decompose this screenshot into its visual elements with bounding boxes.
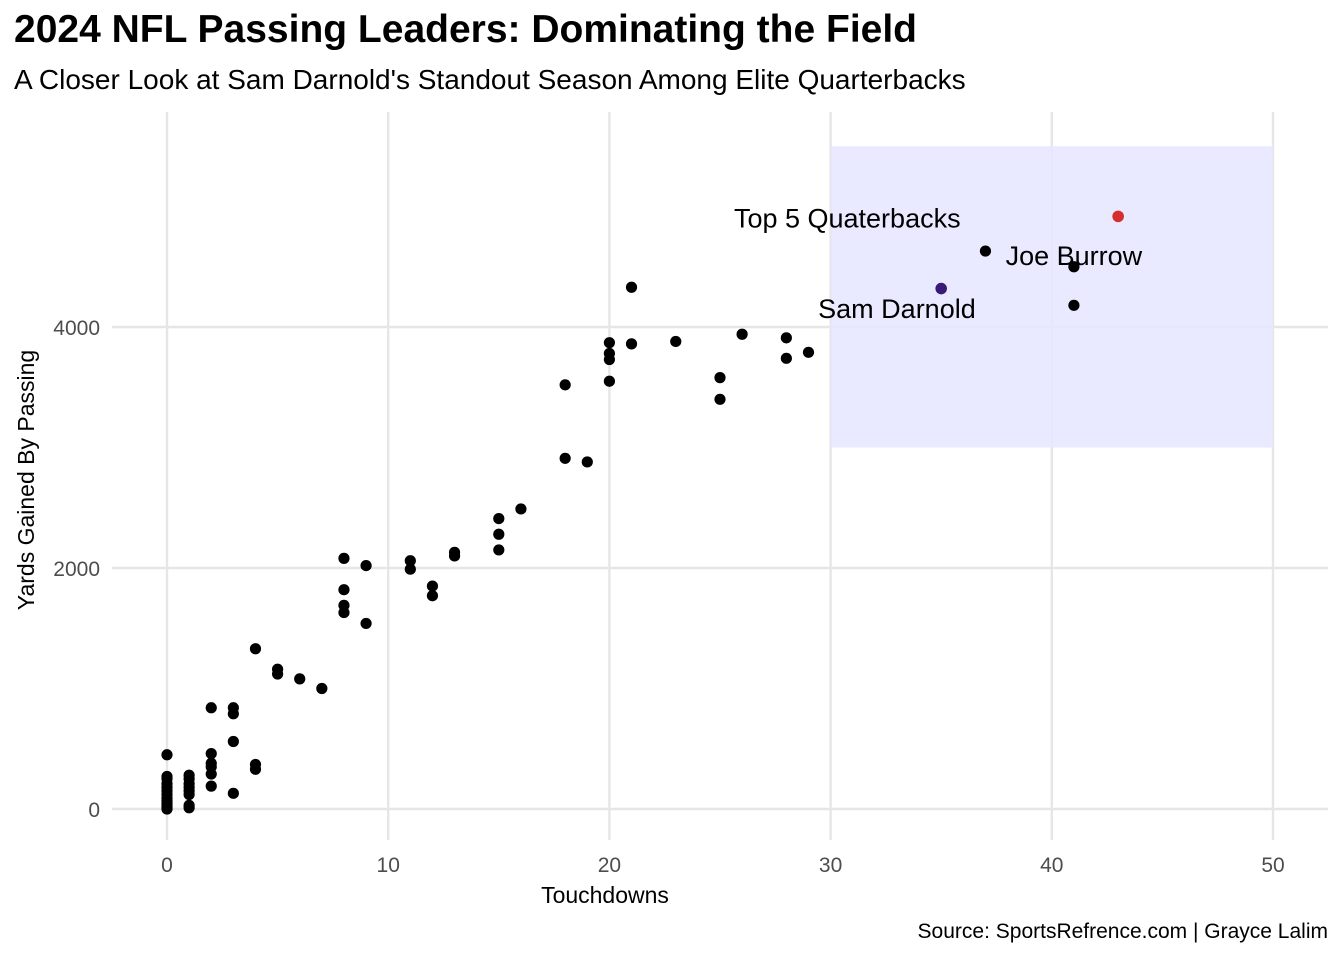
data-point — [294, 673, 306, 685]
data-point — [205, 702, 217, 714]
region-label: Top 5 Quaterbacks — [734, 204, 961, 234]
data-point — [1068, 261, 1080, 273]
data-point — [227, 702, 239, 714]
data-point — [603, 347, 616, 360]
data-point — [714, 393, 726, 405]
data-point — [426, 580, 439, 592]
data-point — [493, 528, 505, 540]
y-tick-label: 0 — [88, 799, 100, 822]
data-point — [404, 563, 416, 575]
data-point — [625, 338, 638, 350]
data-point — [227, 735, 239, 748]
chart-caption: Source: SportsRefrence.com | Grayce Lali… — [917, 920, 1328, 943]
x-tick-label: 20 — [598, 854, 621, 877]
data-point — [272, 663, 284, 675]
data-point — [1068, 299, 1080, 311]
x-tick-label: 30 — [819, 854, 842, 877]
data-point — [603, 375, 616, 387]
data-point — [670, 335, 682, 348]
data-point — [979, 245, 992, 257]
data-point — [227, 787, 239, 799]
data-point — [360, 559, 372, 572]
data-point — [581, 456, 593, 468]
data-point — [515, 503, 527, 515]
chart-subtitle: A Closer Look at Sam Darnold's Standout … — [14, 64, 966, 95]
y-tick-label: 4000 — [53, 317, 100, 340]
data-point — [205, 747, 217, 760]
data-point — [249, 643, 262, 655]
data-point — [603, 337, 616, 349]
data-point — [404, 555, 416, 567]
x-tick-label: 10 — [377, 854, 400, 877]
annotations: Top 5 Quaterbacks Sam Darnold Joe Burrow — [734, 204, 1143, 324]
x-tick-label: 50 — [1261, 854, 1284, 877]
data-point — [802, 346, 815, 358]
data-point — [205, 780, 217, 792]
chart-title: 2024 NFL Passing Leaders: Dominating the… — [14, 8, 917, 51]
data-point — [559, 452, 571, 464]
x-axis-title: Touchdowns — [541, 882, 669, 908]
data-point — [161, 749, 173, 761]
highlight-region — [830, 146, 1273, 448]
top5-region-rect — [830, 146, 1273, 448]
data-point — [338, 584, 350, 596]
data-point — [493, 512, 505, 525]
data-point — [316, 682, 328, 695]
data-point — [338, 552, 350, 564]
data-point — [780, 332, 792, 344]
highlight-point-joe-burrow — [1112, 210, 1124, 223]
data-point — [736, 328, 748, 340]
data-point — [183, 769, 195, 781]
data-point — [161, 770, 173, 783]
data-point — [780, 352, 792, 364]
data-point — [249, 758, 262, 771]
data-points — [161, 210, 1124, 815]
data-point — [714, 372, 726, 384]
y-tick-label: 2000 — [53, 558, 100, 581]
data-point — [338, 599, 350, 611]
label-joe-burrow: Joe Burrow — [1006, 241, 1143, 271]
data-point — [205, 757, 217, 769]
axis-ticks: 0 10 20 30 40 50 0 2000 4000 — [53, 317, 1284, 877]
data-point — [448, 546, 461, 558]
data-point — [559, 379, 571, 391]
data-point — [493, 544, 505, 556]
label-sam-darnold: Sam Darnold — [818, 294, 976, 324]
data-point — [183, 799, 195, 811]
highlight-point-sam-darnold — [935, 282, 947, 295]
data-point — [360, 617, 372, 630]
data-point — [625, 281, 638, 293]
x-tick-label: 0 — [161, 854, 173, 877]
x-tick-label: 40 — [1040, 854, 1063, 877]
y-axis-title: Yards Gained By Passing — [13, 350, 39, 610]
data-point — [426, 590, 439, 602]
